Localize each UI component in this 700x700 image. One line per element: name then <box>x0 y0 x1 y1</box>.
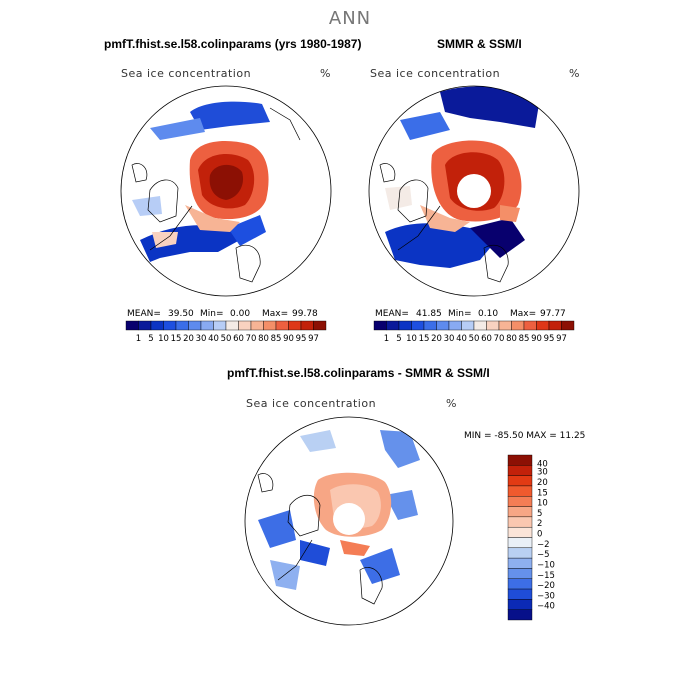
model-colorbar-tick-label: 95 <box>296 334 307 344</box>
diff-colorbar-tick-label: 15 <box>537 488 548 498</box>
obs-mean-value: 41.85 <box>416 309 442 319</box>
model-panel-title: pmfT.fhist.se.l58.colinparams (yrs 1980-… <box>104 37 362 51</box>
model-colorbar-tick-label: 97 <box>308 334 319 344</box>
obs-colorbar-tick-label: 30 <box>444 334 455 344</box>
diff-panel-title: pmfT.fhist.se.l58.colinparams - SMMR & S… <box>227 366 490 380</box>
diff-colorbar-swatch <box>507 547 533 559</box>
diff-colorbar-swatch <box>507 485 533 497</box>
obs-min-label: Min= <box>448 309 472 319</box>
model-ice-blue-north-pacific <box>190 101 270 130</box>
obs-colorbar-tick-label: 85 <box>519 334 530 344</box>
obs-colorbar-tick-label: 20 <box>431 334 442 344</box>
diff-colorbar-swatch <box>507 506 533 518</box>
model-mean-value: 39.50 <box>168 309 194 319</box>
obs-max-label: Max= <box>510 309 537 319</box>
model-colorbar-tick-label: 20 <box>183 334 194 344</box>
model-min-value: 0.00 <box>230 309 251 319</box>
diff-colorbar-swatch <box>507 557 533 569</box>
obs-colorbar-tick-label: 1 <box>384 334 389 344</box>
model-max-label: Max= <box>262 309 289 319</box>
diff-colorbar-swatch <box>507 454 533 466</box>
diff-negative-atlantic <box>258 510 296 548</box>
diff-colorbar-tick-label: 5 <box>537 509 542 519</box>
diff-pole-hole <box>333 503 365 535</box>
model-units-label: % <box>320 67 331 80</box>
model-colorbar-tick-label: 5 <box>148 334 153 344</box>
obs-colorbar-swatch <box>561 320 575 331</box>
model-mean-label: MEAN= <box>127 309 161 319</box>
obs-pole-hole <box>457 174 491 208</box>
diff-colorbar-tick-label: 40 <box>537 459 548 469</box>
diff-colorbar-tick-label: 20 <box>537 478 548 488</box>
diff-colorbar-swatch <box>507 465 533 476</box>
model-colorbar-tick-label: 10 <box>158 334 169 344</box>
obs-colorbar-tick-label: 15 <box>419 334 430 344</box>
model-colorbar-tick-label: 50 <box>221 334 232 344</box>
obs-units-label: % <box>569 67 580 80</box>
obs-panel-title: SMMR & SSM/I <box>437 37 522 51</box>
diff-colorbar-tick-label: −20 <box>537 581 555 591</box>
obs-colorbar-tick-label: 90 <box>531 334 542 344</box>
diff-colorbar-tick-label: 0 <box>537 530 542 540</box>
diff-colorbar-swatch <box>507 516 533 528</box>
obs-colorbar-tick-label: 70 <box>494 334 505 344</box>
model-colorbar-tick-label: 60 <box>233 334 244 344</box>
obs-colorbar-tick-label: 95 <box>544 334 555 344</box>
model-max-value: 99.78 <box>292 309 318 319</box>
diff-colorbar-swatch <box>507 475 533 487</box>
diff-variable-label: Sea ice concentration <box>246 397 377 410</box>
model-colorbar-tick-label: 1 <box>136 334 141 344</box>
diff-range-text: MIN = -85.50 MAX = 11.25 <box>464 431 586 441</box>
diff-colorbar-tick-label: 30 <box>537 468 548 478</box>
season-title: ANN <box>328 8 372 29</box>
obs-ice-blue-atlantic <box>385 223 500 268</box>
diff-negative-pacific <box>380 430 420 468</box>
diff-colorbar-tick-label: −30 <box>537 591 555 601</box>
obs-variable-label: Sea ice concentration <box>370 67 501 80</box>
model-colorbar-tick-label: 40 <box>208 334 219 344</box>
obs-colorbar: 1 5 10 15 20 30 40 50 60 70 80 85 90 95 97 <box>373 320 575 344</box>
diff-colorbar-tick-label: −2 <box>537 540 550 550</box>
diff-colorbar-swatch <box>507 588 533 600</box>
obs-colorbar-tick-label: 97 <box>556 334 567 344</box>
diff-units-label: % <box>446 397 457 410</box>
model-colorbar-swatch <box>313 320 327 331</box>
obs-max-value: 97.77 <box>540 309 566 319</box>
model-colorbar-tick-label: 15 <box>171 334 182 344</box>
model-colorbar-tick-label: 85 <box>271 334 282 344</box>
diff-colorbar-swatch <box>507 578 533 590</box>
diff-colorbar-tick-label: −15 <box>537 571 555 581</box>
model-colorbar-tick-label: 70 <box>246 334 257 344</box>
diff-colorbar-tick-label: 2 <box>537 519 542 529</box>
diff-colorbar-swatch <box>507 599 533 610</box>
diff-colorbar-swatch <box>507 609 533 621</box>
obs-ice-blue-pacific <box>440 86 540 128</box>
obs-colorbar-tick-label: 5 <box>396 334 401 344</box>
diff-colorbar-tick-label: −5 <box>537 550 550 560</box>
diff-colorbar-swatch <box>507 496 533 507</box>
obs-mean-label: MEAN= <box>375 309 409 319</box>
obs-colorbar-tick-label: 80 <box>506 334 517 344</box>
obs-colorbar-tick-label: 10 <box>406 334 417 344</box>
model-colorbar-tick-label: 80 <box>258 334 269 344</box>
diff-colorbar-tick-label: −10 <box>537 560 555 570</box>
diff-colorbar-tick-label: 10 <box>537 499 548 509</box>
diff-colorbar-swatch <box>507 537 533 549</box>
diff-colorbar-swatch <box>507 526 533 538</box>
model-colorbar-tick-label: 30 <box>196 334 207 344</box>
model-colorbar: 1 5 10 15 20 30 40 50 60 70 80 85 90 95 97 <box>125 320 327 344</box>
model-variable-label: Sea ice concentration <box>121 67 252 80</box>
obs-colorbar-tick-label: 60 <box>481 334 492 344</box>
obs-colorbar-tick-label: 50 <box>469 334 480 344</box>
diff-colorbar-tick-label: −40 <box>537 602 555 612</box>
obs-colorbar-tick-label: 40 <box>456 334 467 344</box>
model-colorbar-tick-label: 90 <box>283 334 294 344</box>
diff-colorbar-swatch <box>507 568 533 579</box>
model-min-label: Min= <box>200 309 224 319</box>
obs-min-value: 0.10 <box>478 309 499 319</box>
